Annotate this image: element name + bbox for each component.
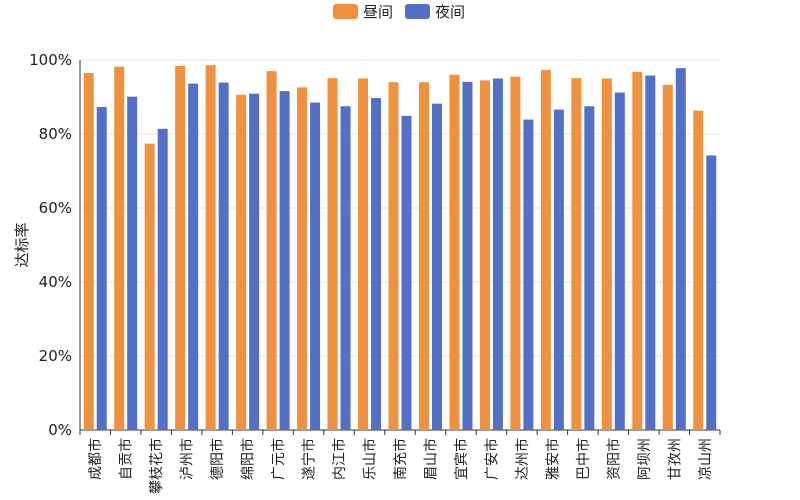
bar-day[interactable] [358,78,369,431]
y-tick-label: 20% [39,347,72,365]
x-category-label: 巴中市 [575,438,592,480]
bar-day[interactable] [632,71,643,430]
y-tick-label: 0% [48,421,72,439]
bar-night[interactable] [310,102,321,431]
bar-night[interactable] [492,78,503,431]
bar-night[interactable] [614,92,625,430]
y-tick-label: 100% [29,51,72,69]
bar-day[interactable] [83,72,94,430]
bar-night[interactable] [218,82,229,430]
x-category-label: 乐山市 [362,438,379,480]
bar-night[interactable] [431,103,442,430]
bar-day[interactable] [327,78,338,430]
category-labels: 成都市 自贡市 攀枝花市 泸州市 德阳市 绵阳市 广元市 遂宁市 内江市 乐山市 南充市 眉山市 宜宾市… [87,438,714,494]
x-category-label: 阿坝州 [637,438,653,480]
legend-label: 昼间 [363,3,393,21]
axes: 0% 20% 40% 60% 80% 100% [29,51,721,439]
x-category-label: 广元市 [270,438,287,480]
grid-lines [80,59,720,357]
bar-day[interactable] [236,94,247,430]
bar-day[interactable] [571,78,582,430]
bar-day[interactable] [114,66,125,430]
bars [83,65,717,431]
bar-night[interactable] [340,106,351,430]
x-category-label: 广安市 [483,438,500,480]
bar-day[interactable] [693,110,704,430]
bar-night[interactable] [188,83,199,431]
bar-day[interactable] [601,78,612,431]
x-category-label: 南充市 [392,438,409,480]
y-tick-label: 80% [39,125,72,143]
x-category-label: 泸州市 [179,438,196,480]
legend[interactable]: 昼间 夜间 [333,3,465,21]
bar-night[interactable] [706,155,717,430]
legend-label: 夜间 [435,3,465,21]
bar-night[interactable] [401,115,412,431]
bar-day[interactable] [144,143,155,430]
bar-day[interactable] [297,87,308,430]
bar-day[interactable] [449,74,460,431]
bar-night[interactable] [523,119,534,430]
bar-night[interactable] [584,106,595,430]
bar-night[interactable] [675,68,686,430]
bar-day[interactable] [540,69,551,431]
x-category-label: 雅安市 [544,438,561,480]
x-category-label: 攀枝花市 [148,438,165,494]
bar-day[interactable] [205,65,216,431]
legend-item-night[interactable]: 夜间 [405,3,465,21]
y-tick-label: 40% [39,273,72,291]
bar-day[interactable] [418,82,429,430]
x-category-label: 甘孜州 [667,438,683,480]
x-category-label: 遂宁市 [301,438,318,480]
y-tick-label: 60% [39,199,72,217]
legend-swatch [333,4,358,19]
bar-day[interactable] [479,80,490,430]
bar-day[interactable] [266,71,277,430]
legend-item-day[interactable]: 昼间 [333,3,393,21]
bar-day[interactable] [388,82,399,430]
bar-night[interactable] [157,128,168,430]
x-category-label: 达州市 [514,438,531,480]
x-category-label: 凉山州 [698,438,714,480]
x-category-label: 绵阳市 [240,438,257,480]
x-category-label: 德阳市 [209,438,226,480]
bar-night[interactable] [96,106,107,431]
x-category-label: 宜宾市 [453,438,470,480]
bar-night[interactable] [279,91,290,430]
x-category-label: 内江市 [331,438,348,480]
bar-day[interactable] [175,65,186,431]
bar-night[interactable] [249,93,260,431]
bar-night[interactable] [127,96,138,430]
x-category-label: 成都市 [87,438,104,480]
bar-night[interactable] [371,98,382,431]
bar-day[interactable] [662,84,673,430]
bar-day[interactable] [510,76,521,431]
x-category-label: 眉山市 [422,438,439,480]
bar-night[interactable] [645,75,656,430]
bar-night[interactable] [462,81,473,430]
x-category-label: 自贡市 [118,438,135,480]
y-axis-title: 达标率 [13,222,31,267]
x-category-label: 资阳市 [605,438,622,480]
bar-night[interactable] [553,109,564,430]
legend-swatch [405,4,430,19]
